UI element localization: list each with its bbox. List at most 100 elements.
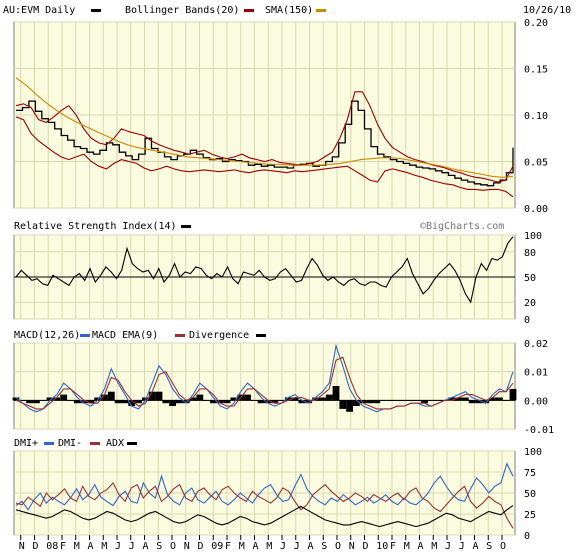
macd-divergence-bar: [421, 400, 428, 404]
macd-plot-area: [13, 342, 516, 430]
x-tick-label: A: [253, 541, 259, 552]
x-tick-label: D: [363, 541, 369, 552]
macd-divergence-bar: [94, 397, 102, 401]
macd-divergence-bar: [26, 400, 33, 404]
price-series-au-evm-daily: [16, 100, 514, 187]
x-axis: N D 08 F M A M J J A S O N D 09 F M A M J J A S O N D 10 F M A M J J A S O: [19, 535, 506, 552]
x-tick-label: S: [321, 541, 327, 552]
bollinger-label: Bollinger Bands(20): [125, 5, 239, 16]
x-tick-label: 08: [46, 541, 58, 552]
macd-divergence-bar: [67, 400, 74, 401]
macd-divergence-bar: [196, 394, 204, 401]
macd-divergence-bar: [53, 397, 61, 401]
dmi-minus-legend-swatch: [90, 442, 100, 445]
macd-divergence-bar: [87, 400, 95, 404]
price-y-ticks: 0.00 0.05 0.10 0.15 0.20: [524, 18, 548, 215]
macd-divergence-bar: [39, 400, 47, 401]
dmi-series-adx: [15, 505, 514, 528]
rsi-y-tick-label: 0: [524, 315, 530, 326]
x-tick-label: 09: [211, 541, 223, 552]
dmi-series-dmi: [15, 462, 514, 511]
macd-divergence-bar: [366, 400, 374, 404]
macd-divergence-bar: [12, 397, 20, 401]
price-y-tick-label: 0.15: [524, 65, 548, 76]
macd-divergence-bar: [80, 400, 88, 404]
x-tick-label: A: [88, 541, 94, 552]
macd-divergence-bar: [210, 400, 217, 404]
macd-divergence-bar: [189, 397, 197, 401]
macd-divergence-bar: [400, 400, 408, 401]
x-tick-label: M: [74, 541, 80, 552]
price-y-tick-label: 0.05: [524, 158, 548, 169]
x-tick-label: N: [349, 541, 355, 552]
rsi-y-tick-label: 100: [524, 231, 542, 242]
macd-divergence-bar: [19, 400, 27, 401]
price-series-group: [15, 77, 514, 198]
sma-legend-swatch: [316, 9, 326, 12]
sma-label: SMA(150): [265, 5, 313, 16]
rsi-legend-swatch: [181, 225, 191, 228]
price-series-sma-150: [15, 77, 514, 178]
macd-divergence-bar: [475, 400, 483, 404]
rsi-y-tick-label: 80: [524, 248, 536, 259]
macd-divergence-bar: [257, 400, 265, 404]
x-tick-label: F: [60, 541, 66, 552]
x-tick-label: S: [486, 541, 492, 552]
macd-divergence-bar: [107, 391, 115, 401]
macd-panel: MACD(12,26) MACD EMA(9) Divergence -0.01…: [12, 330, 554, 436]
macd-divergence-bars: [12, 386, 517, 412]
macd-divergence-bar: [482, 400, 490, 404]
macd-divergence-bar: [46, 397, 54, 401]
macd-divergence-bar: [502, 400, 510, 401]
dmi-y-tick-label: 75: [524, 468, 536, 479]
price-legend-swatch: [91, 9, 101, 12]
macd-divergence-bar: [448, 397, 456, 401]
macd-divergence-bar: [393, 400, 401, 401]
x-tick-label: S: [156, 541, 162, 552]
dmi-plus-label: DMI+: [14, 438, 38, 449]
macd-divergence-bar: [312, 397, 319, 401]
dmi-series-dmi: [15, 481, 514, 529]
macd-series-macd-ema-9: [15, 356, 514, 410]
macd-divergence-bar: [223, 400, 231, 404]
macd-y-tick-label: 0.00: [524, 396, 548, 407]
macd-divergence-bar: [332, 386, 340, 401]
macd-y-tick-label: 0.02: [524, 339, 548, 350]
macd-series-group: [15, 343, 514, 413]
rsi-series-group: [15, 236, 514, 304]
macd-divergence-bar: [455, 397, 462, 401]
macd-divergence-bar: [148, 391, 156, 401]
x-tick-label: D: [198, 541, 204, 552]
dmi-plus-legend-swatch: [44, 442, 54, 445]
rsi-panel: Relative Strength Index(14) ©BigCharts.c…: [13, 221, 542, 326]
macd-divergence-bar: [509, 388, 517, 401]
macd-ema-legend-swatch: [175, 334, 185, 337]
macd-divergence-bar: [291, 397, 299, 401]
macd-divergence-bar: [250, 400, 258, 401]
date-label: 10/26/10: [523, 5, 571, 16]
watermark: ©BigCharts.com: [420, 221, 504, 232]
macd-divergence-bar: [230, 397, 238, 401]
macd-divergence-bar: [264, 400, 272, 404]
divergence-legend-swatch: [256, 334, 266, 337]
macd-divergence-bar: [414, 400, 422, 401]
rsi-y-ticks: 0 20 50 80 100: [524, 231, 542, 326]
macd-divergence-bar: [114, 400, 122, 404]
dmi-minus-label: DMI-: [58, 438, 82, 449]
macd-divergence-bar: [353, 400, 360, 406]
macd-divergence-bar: [271, 400, 279, 404]
x-tick-label: M: [266, 541, 272, 552]
macd-divergence-bar: [33, 400, 40, 404]
x-tick-label: O: [335, 541, 341, 552]
x-tick-label: J: [445, 541, 451, 552]
macd-divergence-bar: [101, 394, 108, 401]
x-tick-label: M: [239, 541, 245, 552]
macd-divergence-bar: [278, 400, 285, 401]
macd-divergence-bar: [325, 394, 333, 401]
dmi-series-group: [15, 462, 514, 529]
x-tick-label: N: [19, 541, 25, 552]
macd-divergence-bar: [128, 400, 136, 406]
macd-divergence-bar: [305, 400, 313, 404]
macd-divergence-bar: [468, 400, 476, 404]
dmi-y-tick-label: 0: [524, 531, 530, 542]
